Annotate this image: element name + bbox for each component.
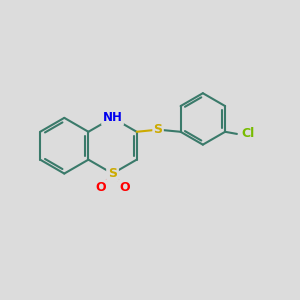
Text: O: O	[95, 181, 106, 194]
Text: S: S	[108, 167, 117, 180]
Text: Cl: Cl	[241, 128, 254, 140]
Text: S: S	[154, 123, 163, 136]
Text: NH: NH	[103, 111, 122, 124]
Text: O: O	[119, 181, 130, 194]
